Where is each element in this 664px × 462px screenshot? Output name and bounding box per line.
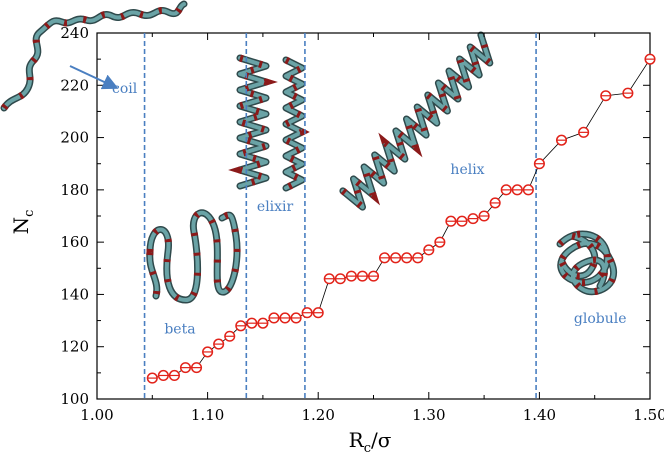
x-axis-title: Rc/σ	[349, 428, 392, 456]
y-tick-label: 180	[60, 181, 89, 199]
plot-frame	[96, 32, 651, 400]
helix-spring-beads	[340, 33, 497, 218]
y-tick-label: 140	[60, 285, 89, 303]
y-tick-label: 200	[60, 129, 89, 147]
data-series	[146, 53, 656, 384]
helix-spring-core	[340, 33, 492, 210]
helix-spring-shadow	[339, 31, 494, 211]
beta-sheet-beads	[146, 209, 241, 304]
conformation-illustrations	[0, 0, 618, 304]
x-tick-label: 1.10	[191, 406, 224, 424]
phase-boundaries	[143, 33, 537, 399]
elixir-helix-2-core	[284, 58, 304, 190]
coil-chain-core	[2, 2, 186, 110]
elixir-helix-2	[278, 56, 310, 192]
y-tick-label: 220	[60, 76, 89, 94]
elixir-helix-1	[228, 54, 278, 190]
x-tick-label: 1.40	[523, 406, 556, 424]
globule-tangle-beads	[557, 230, 618, 296]
elixir-helix-1-beads	[228, 54, 278, 190]
coil-arrow	[69, 65, 119, 90]
x-tick-label: 1.50	[633, 406, 664, 424]
phase-label-coil: coil	[112, 81, 138, 97]
y-tick-label: 160	[60, 233, 89, 251]
x-tick-label: 1.30	[412, 406, 445, 424]
y-axis-title: Nc	[9, 210, 37, 235]
axis-ticks: 1.00 1.10 1.20 1.30 1.40 1.50 100 120 140 160 180 2…	[60, 24, 664, 424]
helix-spring	[339, 31, 497, 218]
globule-tangle	[556, 230, 618, 296]
phase-label-elixir: elixir	[257, 199, 294, 215]
y-tick-label: 100	[60, 390, 89, 408]
coil-chain	[0, 0, 188, 112]
x-tick-label: 1.00	[80, 406, 113, 424]
beta-sheet	[146, 209, 241, 304]
y-tick-label: 240	[60, 24, 89, 42]
phase-label-globule: globule	[574, 311, 627, 327]
y-tick-label: 120	[60, 338, 89, 356]
phase-label-beta: beta	[164, 322, 195, 338]
x-tick-label: 1.20	[301, 406, 334, 424]
phase-label-helix: helix	[450, 162, 484, 178]
